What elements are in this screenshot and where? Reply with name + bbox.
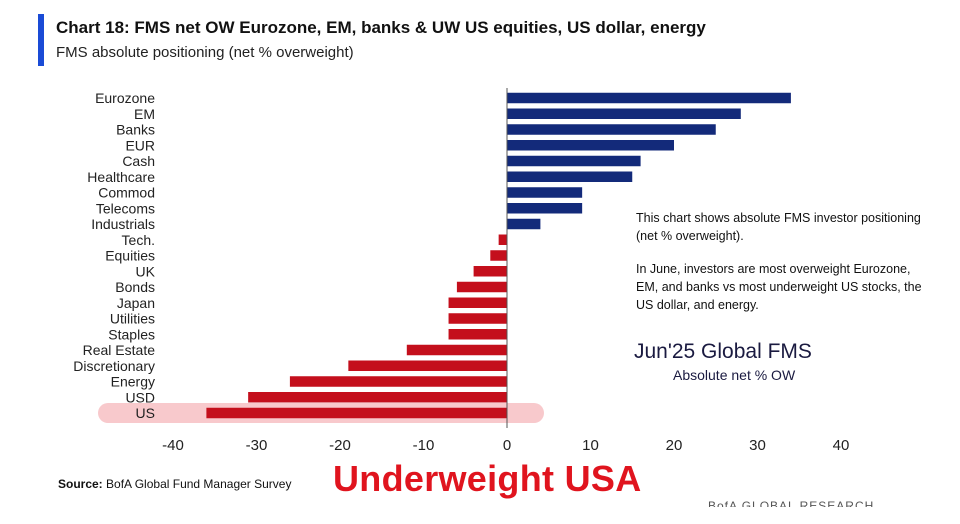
bar-eurozone	[507, 92, 791, 104]
fms-label-subtitle: Absolute net % OW	[673, 367, 796, 383]
category-label: Bonds	[115, 279, 155, 295]
x-tick-label: 10	[582, 437, 599, 454]
bar-japan	[448, 297, 507, 308]
chart-subtitle: FMS absolute positioning (net % overweig…	[56, 44, 354, 61]
x-tick-label: -20	[329, 437, 351, 454]
category-label: UK	[136, 263, 156, 279]
category-label: Energy	[111, 374, 155, 390]
bar-usd	[248, 392, 507, 403]
bar-tech	[498, 234, 507, 245]
bar-banks	[507, 124, 716, 135]
category-label: EM	[134, 106, 155, 122]
category-label: Tech.	[122, 232, 155, 248]
bar-em	[507, 108, 741, 119]
x-tick-label: -10	[413, 437, 435, 454]
bar-industrials	[507, 218, 541, 230]
bar-uk	[473, 266, 507, 277]
chart-note-insight: In June, investors are most overweight E…	[636, 262, 922, 312]
category-label: Discretionary	[73, 358, 155, 374]
bar-utilities	[448, 313, 507, 324]
underweight-callout: Underweight USA	[333, 458, 642, 499]
source-text: BofA Global Fund Manager Survey	[106, 477, 292, 491]
bar-us	[206, 407, 507, 419]
x-tick-label: -30	[246, 437, 268, 454]
category-label: Utilities	[110, 311, 155, 327]
bar-energy	[289, 376, 507, 387]
category-label: Japan	[117, 295, 155, 311]
category-label: Real Estate	[83, 342, 156, 358]
source-note: Source: BofA Global Fund Manager Survey	[58, 477, 291, 491]
bar-healthcare	[507, 171, 633, 182]
bar-telecoms	[507, 203, 583, 214]
x-tick-label: 30	[749, 437, 766, 454]
bar-real-estate	[406, 344, 507, 356]
category-label: Healthcare	[87, 169, 155, 185]
bar-bonds	[456, 281, 507, 293]
x-tick-label: 40	[833, 437, 850, 454]
category-label: Eurozone	[95, 90, 155, 106]
x-tick-label: -40	[162, 437, 184, 454]
category-label: US	[136, 405, 155, 421]
category-label: Equities	[105, 248, 155, 264]
chart-title: Chart 18: FMS net OW Eurozone, EM, banks…	[56, 18, 706, 37]
x-tick-label: 20	[666, 437, 683, 454]
bar-cash	[507, 155, 641, 167]
category-label: Telecoms	[96, 200, 155, 216]
bar-discretionary	[348, 360, 507, 371]
category-label: EUR	[125, 137, 155, 153]
source-label: Source:	[58, 477, 103, 491]
bar-equities	[490, 250, 507, 261]
category-label: Staples	[108, 326, 155, 342]
category-label: USD	[125, 389, 155, 405]
title-accent-bar	[38, 14, 44, 66]
category-label: Industrials	[91, 216, 155, 232]
category-label: Cash	[122, 153, 155, 169]
bar-staples	[448, 329, 507, 340]
chart-note-description: This chart shows absolute FMS investor p…	[636, 211, 921, 243]
x-tick-label: 0	[503, 437, 511, 454]
bar-eur	[507, 140, 674, 151]
category-label: Banks	[116, 122, 155, 138]
fms-label-title: Jun'25 Global FMS	[634, 340, 812, 363]
brand-footer: BofA GLOBAL RESEARCH	[708, 499, 875, 507]
bar-commod	[507, 187, 583, 198]
category-label: Commod	[98, 185, 155, 201]
